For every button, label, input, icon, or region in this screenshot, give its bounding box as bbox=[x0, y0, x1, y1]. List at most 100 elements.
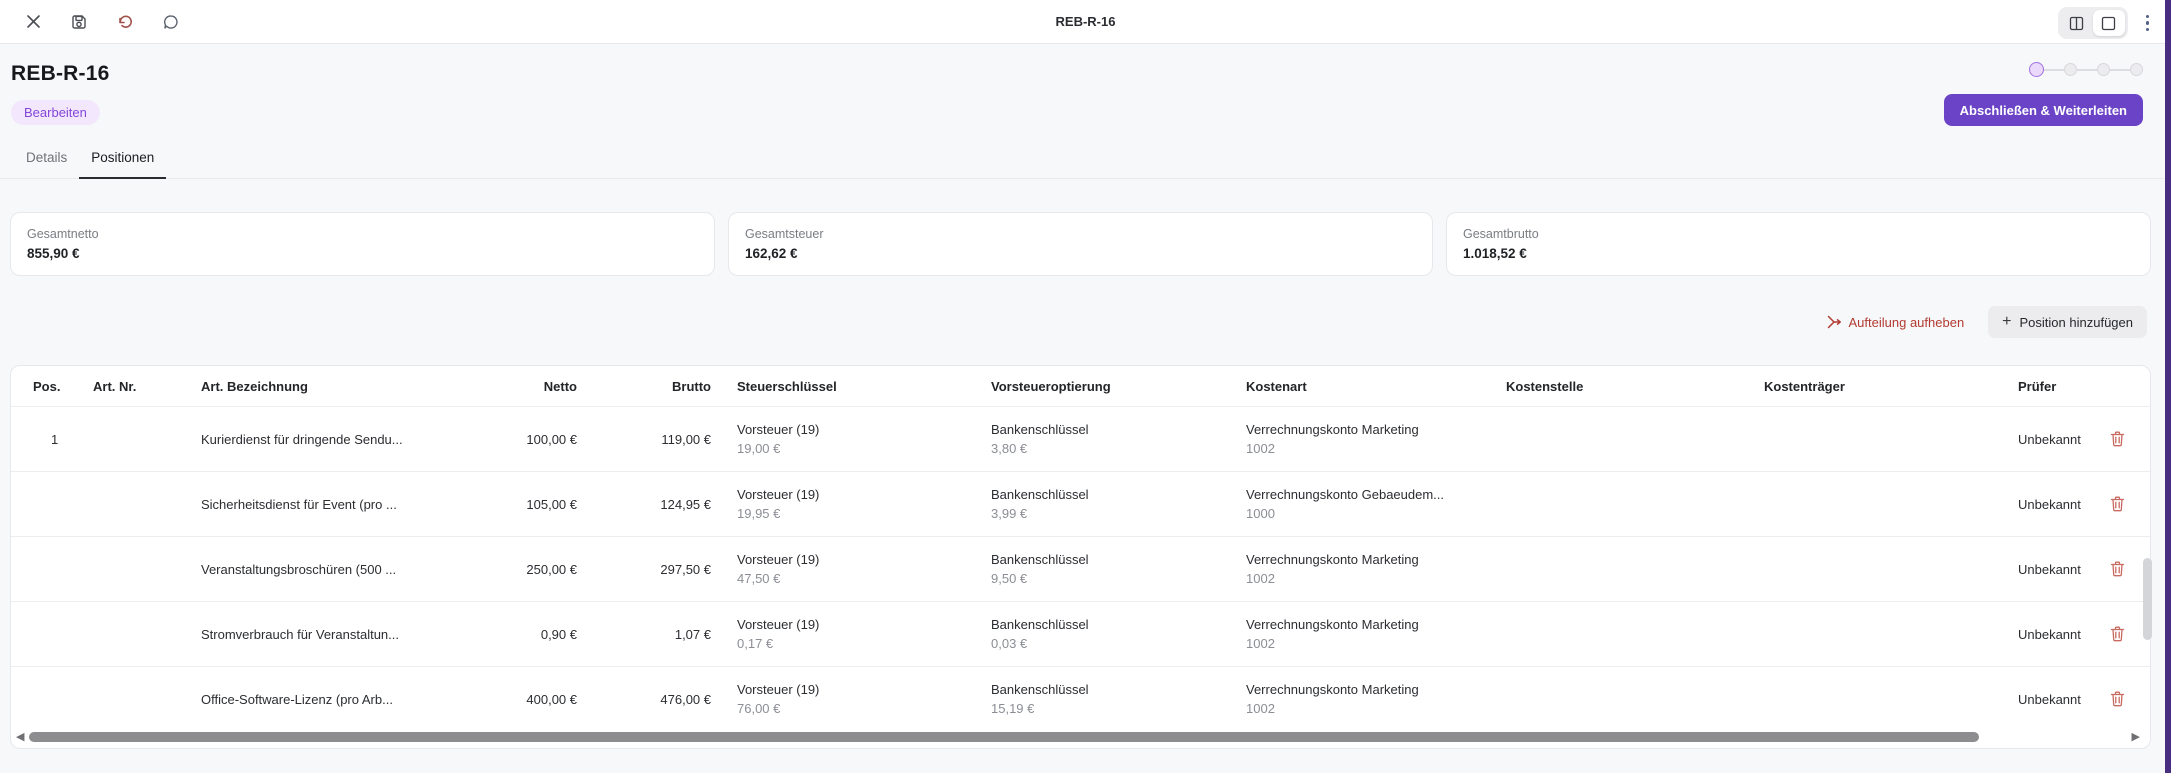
step-dot bbox=[2130, 63, 2143, 76]
tab-positionen[interactable]: Positionen bbox=[79, 140, 167, 179]
col-netto: Netto bbox=[543, 378, 577, 394]
merge-icon bbox=[1827, 315, 1842, 329]
cell-pruefer: Unbekannt bbox=[2018, 496, 2081, 512]
window-edge bbox=[2165, 0, 2171, 773]
topbar-right bbox=[2057, 7, 2154, 39]
add-position-button[interactable]: + Position hinzufügen bbox=[1988, 306, 2147, 338]
cell-kostenart: Verrechnungskonto Gebaeudem... 1000 bbox=[1246, 487, 1445, 521]
cell-bezeichnung: Veranstaltungsbroschüren (500 ... bbox=[201, 561, 397, 577]
table-row[interactable]: Veranstaltungsbroschüren (500 ... 250,00… bbox=[11, 536, 2150, 601]
col-pruefer: Prüfer bbox=[2018, 378, 2057, 394]
col-bezeichnung: Art. Bezeichnung bbox=[201, 378, 308, 394]
card-label: Gesamtnetto bbox=[27, 227, 99, 241]
plus-icon: + bbox=[2002, 313, 2012, 330]
cell-brutto: 1,07 € bbox=[674, 626, 711, 642]
cell-steuerschluessel: Vorsteuer (19) 19,95 € bbox=[737, 487, 820, 521]
horizontal-scrollbar-thumb[interactable] bbox=[29, 732, 1979, 742]
cell-bezeichnung: Kurierdienst für dringende Sendu... bbox=[201, 431, 403, 447]
table-row[interactable]: Stromverbrauch für Veranstaltun... 0,90 … bbox=[11, 601, 2150, 666]
tab-details[interactable]: Details bbox=[26, 150, 68, 165]
cell-netto: 105,00 € bbox=[526, 496, 577, 512]
topbar-icons bbox=[0, 11, 182, 33]
delete-row-icon[interactable] bbox=[2096, 431, 2138, 447]
cell-brutto: 119,00 € bbox=[661, 431, 711, 447]
cell-pruefer: Unbekannt bbox=[2018, 431, 2081, 447]
scroll-left-icon[interactable]: ◀ bbox=[16, 731, 25, 743]
table-body: 1 Kurierdienst für dringende Sendu... 10… bbox=[11, 406, 2150, 731]
cell-bezeichnung: Sicherheitsdienst für Event (pro ... bbox=[201, 496, 397, 512]
col-artnr: Art. Nr. bbox=[93, 378, 137, 394]
table-row[interactable]: Sicherheitsdienst für Event (pro ... 105… bbox=[11, 471, 2150, 536]
card-value: 855,90 € bbox=[27, 246, 80, 261]
cell-bezeichnung: Stromverbrauch für Veranstaltun... bbox=[201, 626, 399, 642]
col-kostenart: Kostenart bbox=[1246, 378, 1307, 394]
cell-kostenart: Verrechnungskonto Marketing 1002 bbox=[1246, 617, 1419, 651]
vertical-scrollbar-thumb[interactable] bbox=[2143, 558, 2152, 640]
cell-pos: 1 bbox=[51, 431, 59, 447]
positions-table: Pos. Art. Nr. Art. Bezeichnung Netto Bru… bbox=[10, 365, 2151, 749]
cell-pruefer: Unbekannt bbox=[2018, 561, 2081, 577]
col-pos: Pos. bbox=[33, 378, 61, 394]
comment-icon[interactable] bbox=[160, 11, 182, 33]
cell-vorsteueroptierung: Bankenschlüssel 15,19 € bbox=[991, 682, 1089, 716]
card-label: Gesamtbrutto bbox=[1463, 227, 1539, 241]
save-icon[interactable] bbox=[68, 11, 90, 33]
card-value: 162,62 € bbox=[745, 246, 798, 261]
close-icon[interactable] bbox=[22, 11, 44, 33]
cell-steuerschluessel: Vorsteuer (19) 47,50 € bbox=[737, 552, 820, 586]
col-vorsteueroptierung: Vorsteueroptierung bbox=[991, 378, 1111, 394]
horizontal-scrollbar: ◀ ▶ bbox=[11, 730, 2150, 744]
cell-kostenart: Verrechnungskonto Marketing 1002 bbox=[1246, 682, 1419, 716]
remove-split-link[interactable]: Aufteilung aufheben bbox=[1827, 315, 1964, 330]
more-menu-icon[interactable] bbox=[2142, 11, 2154, 36]
step-dot-active bbox=[2029, 62, 2044, 77]
cell-netto: 400,00 € bbox=[526, 691, 577, 707]
table-header: Pos. Art. Nr. Art. Bezeichnung Netto Bru… bbox=[11, 366, 2150, 406]
status-badge: Bearbeiten bbox=[11, 100, 100, 125]
cell-bezeichnung: Office-Software-Lizenz (pro Arb... bbox=[201, 691, 393, 707]
step-dot bbox=[2097, 63, 2110, 76]
step-dot bbox=[2064, 63, 2077, 76]
cell-netto: 250,00 € bbox=[526, 561, 577, 577]
col-steuerschluessel: Steuerschlüssel bbox=[737, 378, 837, 394]
col-kostentraeger: Kostenträger bbox=[1764, 378, 1845, 394]
delete-row-icon[interactable] bbox=[2096, 626, 2138, 642]
card-value: 1.018,52 € bbox=[1463, 246, 1527, 261]
split-view-icon[interactable] bbox=[2061, 10, 2093, 36]
cell-vorsteueroptierung: Bankenschlüssel 3,99 € bbox=[991, 487, 1089, 521]
cell-brutto: 297,50 € bbox=[660, 561, 711, 577]
card-gesamtnetto: Gesamtnetto 855,90 € bbox=[10, 212, 715, 276]
delete-row-icon[interactable] bbox=[2096, 561, 2138, 577]
cell-brutto: 476,00 € bbox=[660, 691, 711, 707]
cell-pruefer: Unbekannt bbox=[2018, 691, 2081, 707]
table-actions: Aufteilung aufheben + Position hinzufüge… bbox=[1827, 306, 2147, 338]
cell-vorsteueroptierung: Bankenschlüssel 9,50 € bbox=[991, 552, 1089, 586]
cell-steuerschluessel: Vorsteuer (19) 0,17 € bbox=[737, 617, 820, 651]
undo-icon[interactable] bbox=[114, 11, 136, 33]
cell-brutto: 124,95 € bbox=[660, 496, 711, 512]
topbar: REB-R-16 bbox=[0, 0, 2171, 44]
cell-vorsteueroptierung: Bankenschlüssel 0,03 € bbox=[991, 617, 1089, 651]
delete-row-icon[interactable] bbox=[2096, 691, 2138, 707]
card-gesamtbrutto: Gesamtbrutto 1.018,52 € bbox=[1446, 212, 2151, 276]
card-gesamtsteuer: Gesamtsteuer 162,62 € bbox=[728, 212, 1433, 276]
single-view-icon[interactable] bbox=[2092, 10, 2125, 36]
cell-vorsteueroptierung: Bankenschlüssel 3,80 € bbox=[991, 422, 1089, 456]
layout-toggle bbox=[2057, 7, 2128, 39]
scroll-right-icon[interactable]: ▶ bbox=[2131, 731, 2140, 743]
page-title: REB-R-16 bbox=[11, 62, 110, 85]
window-title: REB-R-16 bbox=[1055, 14, 1116, 29]
summary-cards: Gesamtnetto 855,90 € Gesamtsteuer 162,62… bbox=[10, 212, 2151, 276]
progress-stepper bbox=[2029, 62, 2143, 77]
finish-forward-button[interactable]: Abschließen & Weiterleiten bbox=[1943, 94, 2143, 126]
card-label: Gesamtsteuer bbox=[745, 227, 824, 241]
cell-netto: 100,00 € bbox=[526, 431, 577, 447]
cell-pruefer: Unbekannt bbox=[2018, 626, 2081, 642]
table-row[interactable]: 1 Kurierdienst für dringende Sendu... 10… bbox=[11, 406, 2150, 471]
col-brutto: Brutto bbox=[672, 378, 711, 394]
cell-steuerschluessel: Vorsteuer (19) 76,00 € bbox=[737, 682, 820, 716]
delete-row-icon[interactable] bbox=[2096, 496, 2138, 512]
cell-kostenart: Verrechnungskonto Marketing 1002 bbox=[1246, 422, 1419, 456]
table-row[interactable]: Office-Software-Lizenz (pro Arb... 400,0… bbox=[11, 666, 2150, 731]
cell-netto: 0,90 € bbox=[540, 626, 577, 642]
